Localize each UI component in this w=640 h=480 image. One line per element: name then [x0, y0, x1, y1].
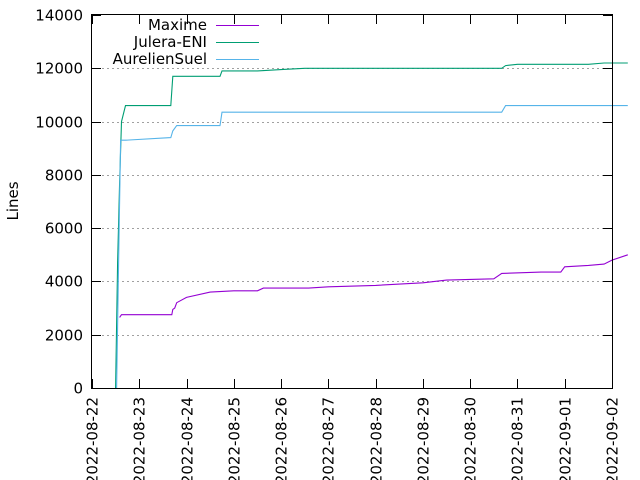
- x-tick-label: 2022-08-23: [131, 397, 149, 480]
- y-tick-label: 0: [73, 380, 83, 398]
- y-tick-labels: 0 2000 4000 6000 8000 10000 12000 14000: [35, 7, 83, 398]
- x-tick-label: 2022-08-26: [273, 397, 291, 480]
- y-tick-label: 4000: [45, 273, 83, 291]
- series-line-julera-eni: [115, 62, 628, 389]
- grid-lines: [92, 68, 612, 336]
- y-axis-label: Lines: [4, 181, 22, 220]
- x-tick-labels: 2022-08-22 2022-08-23 2022-08-24 2022-08-25…: [84, 397, 622, 480]
- x-tick-label: 2022-08-30: [462, 397, 480, 480]
- y-tick-label: 14000: [35, 7, 83, 25]
- y-tick-label: 8000: [45, 167, 83, 185]
- series-line-maxime: [119, 254, 628, 318]
- x-tick-label: 2022-09-01: [557, 397, 575, 480]
- x-tick-label: 2022-08-27: [320, 397, 338, 480]
- y-tick-label: 12000: [35, 60, 83, 78]
- series-lines: [115, 62, 628, 389]
- legend-label: Julera-ENI: [133, 33, 207, 51]
- legend-label: Maxime: [148, 16, 207, 34]
- x-tick-label: 2022-09-02: [604, 397, 622, 480]
- x-tick-label: 2022-08-29: [415, 397, 433, 480]
- legend-label: AurelienSuel: [113, 50, 207, 68]
- x-tick-label: 2022-08-28: [368, 397, 386, 480]
- x-tick-label: 2022-08-22: [84, 397, 102, 480]
- plot-frame: [91, 14, 613, 389]
- series-line-aureliensuel: [116, 105, 628, 389]
- y-tick-label: 2000: [45, 327, 83, 345]
- x-tick-label: 2022-08-31: [509, 397, 527, 480]
- axis-ticks: [92, 15, 613, 389]
- x-tick-label: 2022-08-25: [226, 397, 244, 480]
- y-tick-label: 6000: [45, 220, 83, 238]
- x-tick-label: 2022-08-24: [179, 397, 197, 480]
- y-tick-label: 10000: [35, 114, 83, 132]
